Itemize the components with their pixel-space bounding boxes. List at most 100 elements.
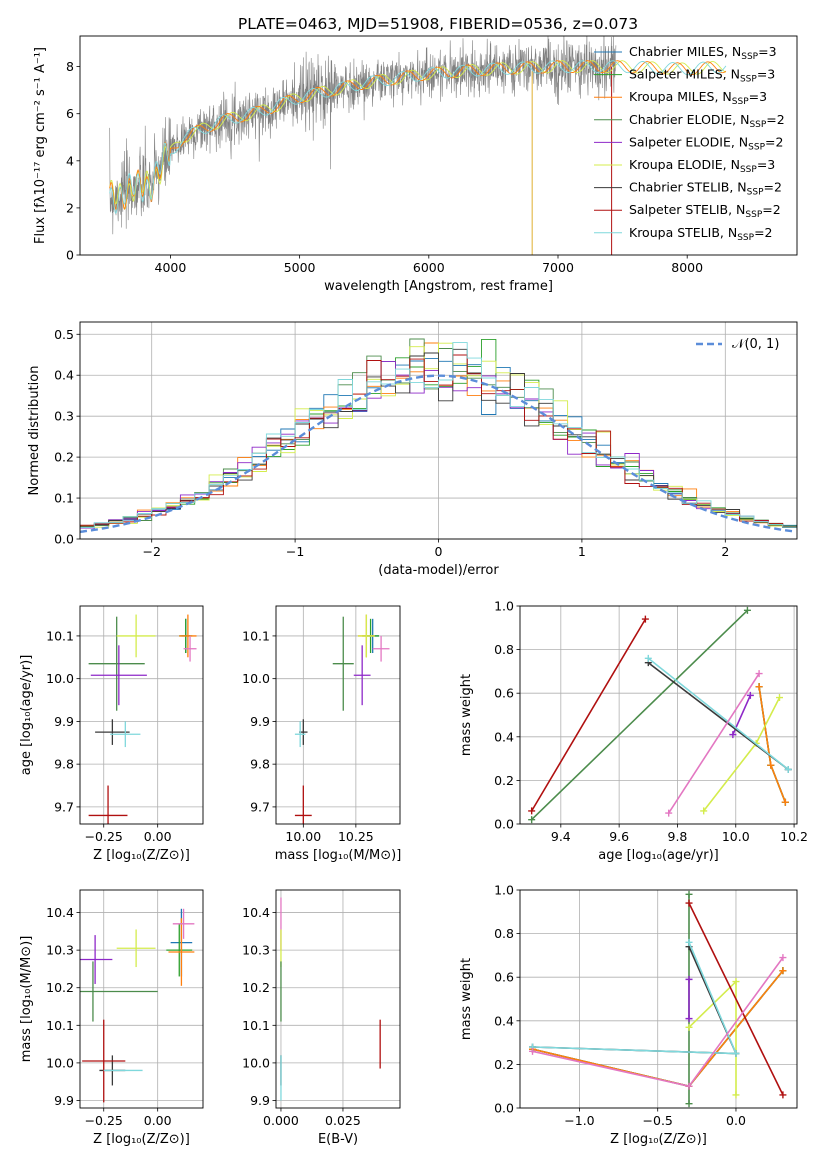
x-axis-label: wavelength [Angstrom, rest frame] (324, 279, 553, 294)
legend-label: Salpeter MILES, NSSP=3 (629, 67, 775, 85)
x-tick-label: 4000 (155, 260, 187, 275)
data-point (529, 1047, 537, 1055)
data-point (732, 1091, 740, 1099)
data-point (685, 1015, 693, 1023)
y-axis-label: mass weight (459, 674, 474, 756)
x-tick-label: 5000 (284, 260, 316, 275)
y-tick-label: 9.7 (250, 799, 270, 814)
residuals-panel: −2 −1 0 1 2 0.0 0.1 0.2 0.3 0.4 0.5 (data-model)/er… (27, 321, 798, 578)
data-point (528, 807, 536, 815)
data-point (767, 761, 775, 769)
x-tick-label: 0.00 (144, 1113, 172, 1128)
x-tick-label: −1.0 (564, 1113, 594, 1128)
y-tick-label: 9.7 (54, 799, 74, 814)
y-tick-label: 1.0 (494, 599, 514, 614)
x-tick-label: 7000 (542, 260, 574, 275)
data-point (776, 694, 784, 702)
axes-frame (275, 889, 401, 1109)
y-tick-label: 10.1 (242, 628, 270, 643)
data-point (755, 683, 763, 691)
y-tick-label: 0.8 (494, 926, 514, 941)
y-tick-label: 9.9 (250, 714, 270, 729)
y-tick-label: 1.0 (494, 883, 514, 898)
y-tick-label: 0.1 (54, 491, 74, 506)
data-point (528, 816, 536, 824)
x-tick-label: 9.8 (668, 829, 688, 844)
x-axis-label: mass [log₁₀(M/M⊙)] (275, 848, 402, 863)
data-point (644, 654, 652, 662)
series-line (758, 686, 787, 803)
y-tick-label: 10.3 (242, 943, 270, 958)
axes-frame (79, 889, 204, 1109)
data-point (685, 1100, 693, 1108)
x-tick-label: 0.025 (325, 1113, 361, 1128)
x-axis-label: Z [log₁₀(Z/Z⊙)] (610, 1132, 707, 1147)
x-tick-label: 0.000 (263, 1113, 299, 1128)
y-tick-label: 10.2 (46, 980, 74, 995)
y-tick-label: 0.0 (494, 1101, 514, 1116)
figure-title: PLATE=0463, MJD=51908, FIBERID=0536, z=0… (238, 15, 638, 33)
series-line (758, 686, 787, 803)
series-line (531, 609, 748, 821)
y-tick-label: 0.0 (54, 532, 74, 547)
data-point (781, 798, 789, 806)
series-line (532, 941, 738, 1055)
data-point (685, 890, 693, 898)
series-line (758, 686, 787, 803)
x-tick-label: 1 (578, 544, 586, 559)
age_vs_z-plot (88, 614, 197, 824)
x-axis-label: (data-model)/error (378, 563, 499, 578)
data-point (685, 1023, 693, 1031)
y-tick-label: 0.6 (494, 970, 514, 985)
y-tick-label: 4 (66, 153, 74, 168)
legend-label: Chabrier ELODIE, NSSP=2 (629, 112, 785, 130)
y-tick-label: 6 (66, 106, 74, 121)
y-tick-label: 10.4 (46, 905, 74, 920)
legend-label: Chabrier STELIB, NSSP=2 (629, 180, 782, 198)
y-tick-label: 10.4 (242, 905, 270, 920)
data-point (779, 954, 787, 962)
y-tick-label: 8 (66, 59, 74, 74)
x-tick-label: 0 (435, 544, 443, 559)
x-tick-label: 9.4 (551, 829, 571, 844)
x-tick-label: −1 (286, 544, 304, 559)
x-tick-label: −0.5 (643, 1113, 673, 1128)
data-point (729, 731, 737, 739)
residuals-plot (80, 338, 797, 533)
axes-frame (79, 321, 798, 540)
y-tick-label: 10.0 (242, 1055, 270, 1070)
y-tick-label: 10.0 (46, 671, 74, 686)
y-tick-label: 9.8 (250, 757, 270, 772)
y-tick-label: 10.1 (46, 1018, 74, 1033)
data-point (685, 899, 693, 907)
x-tick-label: 6000 (413, 260, 445, 275)
data-point (641, 615, 649, 623)
x-tick-label: 0.0 (726, 1113, 746, 1128)
y-tick-label: 9.9 (250, 1093, 270, 1108)
data-point (779, 967, 787, 975)
axes-frame (79, 605, 204, 825)
gaussian-curve (80, 374, 795, 533)
legend-label: Kroupa STELIB, NSSP=2 (629, 225, 773, 243)
histogram-series (80, 342, 797, 530)
y-tick-label: 0.8 (494, 642, 514, 657)
y-axis-label: Flux [fλ10⁻¹⁷ erg cm⁻² s⁻¹ A⁻¹] (33, 47, 48, 244)
y-axis-label: mass [log₁₀(M/M⊙)] (19, 936, 34, 1063)
y-tick-label: 0.2 (494, 1057, 514, 1072)
x-tick-label: 10.00 (285, 829, 321, 844)
axes-frame (79, 35, 798, 256)
axes-frame (519, 605, 798, 825)
age_vs_mass-plot (294, 614, 390, 824)
series-line (668, 673, 760, 814)
y-tick-label: 10.0 (46, 1055, 74, 1070)
y-tick-label: 2 (66, 200, 74, 215)
model-spectrum (109, 60, 727, 214)
x-tick-label: 8000 (671, 260, 703, 275)
axes-frame (275, 605, 401, 825)
y-tick-label: 10.2 (242, 980, 270, 995)
y-tick-label: 0.2 (54, 450, 74, 465)
y-tick-label: 9.9 (54, 1093, 74, 1108)
legend-label: Kroupa ELODIE, NSSP=3 (629, 157, 775, 175)
x-tick-label: 0.00 (144, 829, 172, 844)
